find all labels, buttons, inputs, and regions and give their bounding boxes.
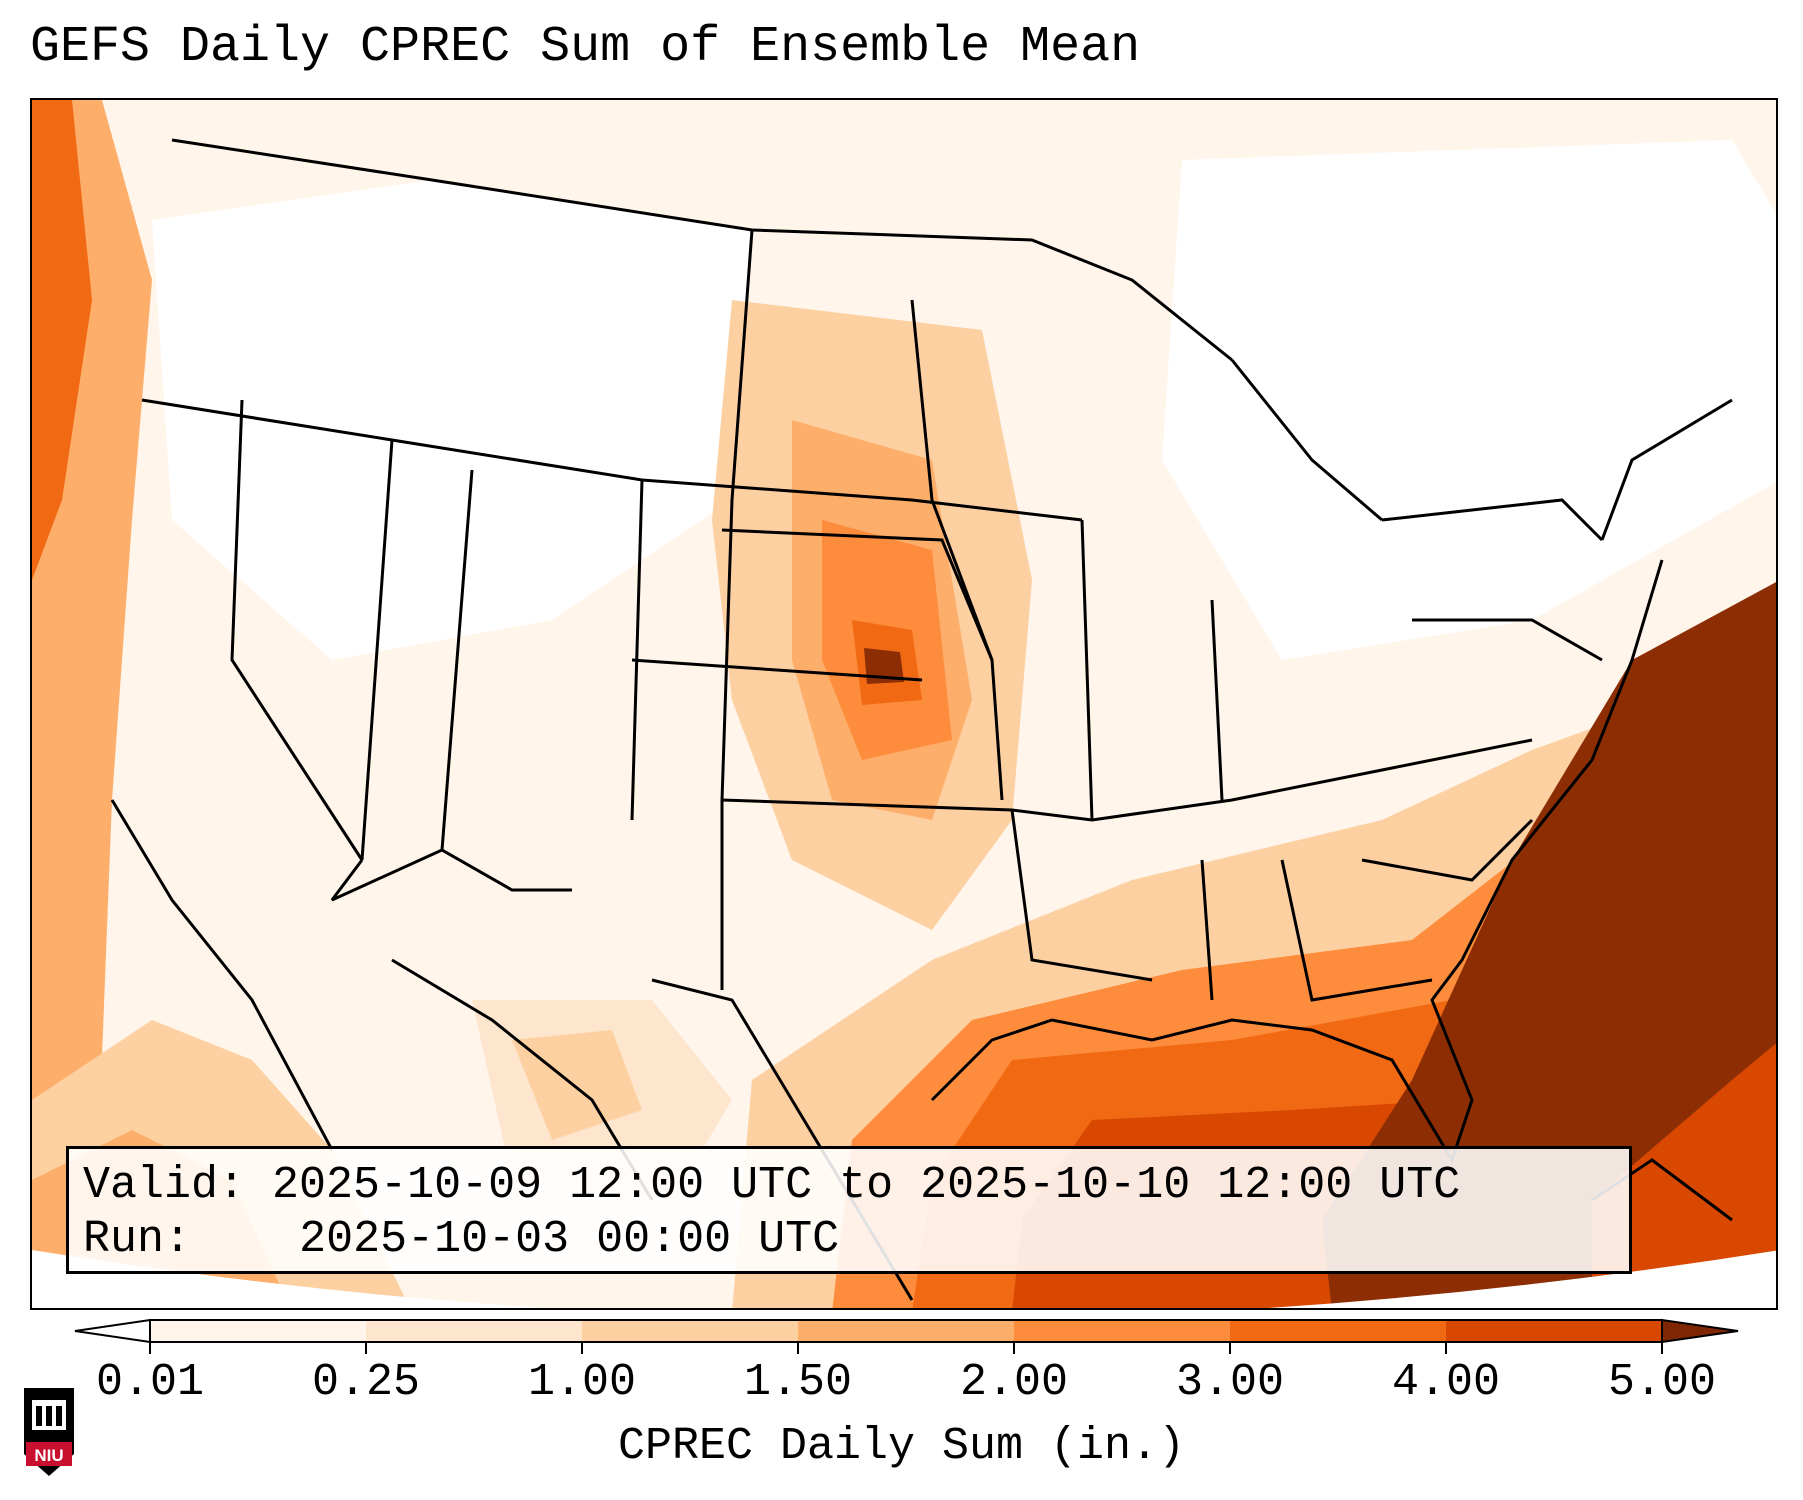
map-title: GEFS Daily CPREC Sum of Ensemble Mean bbox=[30, 19, 1141, 76]
run-row: Run: 2025-10-03 00:00 UTC bbox=[83, 1213, 1615, 1267]
colorbar-segment bbox=[1230, 1320, 1447, 1342]
niu-logo-text: NIU bbox=[34, 1446, 63, 1465]
colorbar-outline bbox=[149, 1319, 1663, 1343]
colorbar-segment bbox=[366, 1320, 583, 1342]
colorbar-tick-label: 1.00 bbox=[527, 1357, 637, 1408]
colorbar-label: CPREC Daily Sum (in.) bbox=[617, 1421, 1186, 1472]
colorbar-tick-label: 4.00 bbox=[1391, 1357, 1501, 1408]
run-value: 2025-10-03 00:00 UTC bbox=[299, 1214, 840, 1265]
colorbar-tick-label: 1.50 bbox=[743, 1357, 853, 1408]
valid-row: Valid: 2025-10-09 12:00 UTC to 2025-10-1… bbox=[83, 1159, 1615, 1213]
colorbar-tick-label: 0.25 bbox=[311, 1357, 421, 1408]
colorbar-tick-label: 3.00 bbox=[1175, 1357, 1285, 1408]
colorbar-under-extension bbox=[74, 1318, 151, 1344]
precipitation-map bbox=[30, 98, 1778, 1310]
valid-label: Valid: bbox=[83, 1160, 246, 1211]
valid-value: 2025-10-09 12:00 UTC to 2025-10-10 12:00… bbox=[272, 1160, 1461, 1211]
colorbar-segment bbox=[1446, 1320, 1663, 1342]
colorbar-tick-label: 2.00 bbox=[959, 1357, 1069, 1408]
colorbar-tick-label: 5.00 bbox=[1607, 1357, 1717, 1408]
precip-field bbox=[32, 100, 1776, 1308]
map-canvas bbox=[32, 100, 1776, 1308]
validity-info-box: Valid: 2025-10-09 12:00 UTC to 2025-10-1… bbox=[66, 1146, 1632, 1274]
colorbar-segment bbox=[150, 1320, 367, 1342]
colorbar-segment bbox=[1014, 1320, 1231, 1342]
colorbar-tick-label: 0.01 bbox=[95, 1357, 205, 1408]
colorbar-segment bbox=[582, 1320, 799, 1342]
run-label: Run: bbox=[83, 1214, 192, 1265]
colorbar-over-extension bbox=[1661, 1318, 1739, 1344]
colorbar bbox=[74, 1318, 1739, 1354]
colorbar-segment bbox=[798, 1320, 1015, 1342]
niu-logo-icon: NIU bbox=[24, 1388, 74, 1476]
